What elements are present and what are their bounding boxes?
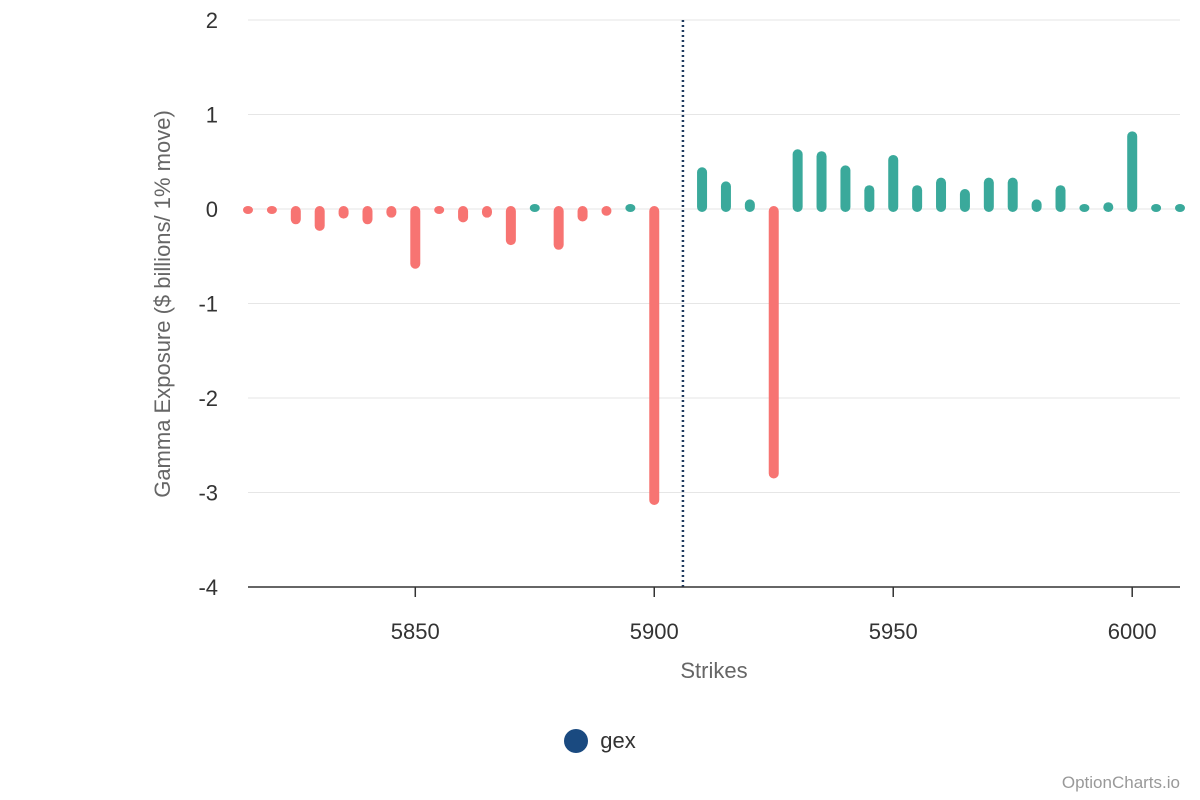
bar-5940[interactable] [840, 165, 851, 212]
bar-5915[interactable] [720, 181, 731, 212]
bar-6000[interactable] [1127, 131, 1138, 212]
legend[interactable]: gex [0, 724, 1200, 758]
bar-5950[interactable] [888, 154, 899, 212]
bar-5870[interactable] [505, 206, 516, 246]
bar-5900[interactable] [649, 206, 660, 505]
x-tick-label: 5950 [869, 619, 918, 644]
bar-5865[interactable] [481, 206, 492, 218]
bar-5840[interactable] [362, 206, 373, 225]
y-axis-tick-labels: 2 1 0 -1 -2 -3 -4 [198, 8, 218, 600]
bar-5985[interactable] [1055, 185, 1066, 212]
grid-lines [248, 19, 1180, 493]
y-axis-title: Gamma Exposure ($ billions/ 1% move) [150, 110, 175, 498]
bars [243, 131, 1185, 505]
bar-5875[interactable] [529, 204, 540, 212]
bar-6010[interactable] [1175, 204, 1185, 212]
bar-5980[interactable] [1031, 199, 1042, 212]
x-tick-label: 6000 [1108, 619, 1157, 644]
bar-5895[interactable] [625, 204, 636, 212]
y-tick-label: 2 [206, 8, 218, 33]
bar-5850[interactable] [410, 206, 421, 269]
bar-5825[interactable] [290, 206, 301, 225]
x-tick-label: 5850 [391, 619, 440, 644]
bar-5935[interactable] [816, 151, 827, 212]
y-tick-label: -2 [198, 386, 218, 411]
bar-5855[interactable] [434, 206, 445, 214]
bar-5920[interactable] [744, 199, 755, 212]
bar-5955[interactable] [912, 185, 923, 212]
y-tick-label: -1 [198, 292, 218, 317]
bar-5925[interactable] [768, 206, 779, 479]
bar-6005[interactable] [1151, 204, 1162, 212]
bar-5815[interactable] [243, 206, 253, 214]
bar-5885[interactable] [577, 206, 588, 222]
bar-5965[interactable] [959, 188, 970, 212]
y-tick-label: -4 [198, 575, 218, 600]
legend-marker-icon [564, 729, 589, 753]
bar-5960[interactable] [936, 177, 947, 212]
bar-5945[interactable] [864, 185, 875, 212]
bar-5845[interactable] [386, 206, 397, 218]
bar-5930[interactable] [792, 149, 803, 212]
y-tick-label: 1 [206, 103, 218, 128]
legend-label: gex [600, 728, 636, 753]
bar-5880[interactable] [553, 206, 564, 250]
bar-5820[interactable] [266, 206, 277, 214]
bar-5990[interactable] [1079, 204, 1090, 212]
bar-5970[interactable] [983, 177, 994, 212]
bar-5910[interactable] [697, 167, 708, 212]
y-tick-label: -3 [198, 481, 218, 506]
bar-5975[interactable] [1007, 177, 1018, 212]
x-axis-tick-labels: 5850 5900 5950 6000 [391, 587, 1157, 644]
bar-5860[interactable] [458, 206, 469, 223]
bar-5835[interactable] [338, 206, 349, 219]
x-tick-label: 5900 [630, 619, 679, 644]
x-axis-title: Strikes [680, 658, 747, 683]
bar-5995[interactable] [1103, 202, 1114, 212]
y-tick-label: 0 [206, 197, 218, 222]
credit-link[interactable]: OptionCharts.io [1061, 773, 1180, 792]
bar-5890[interactable] [601, 206, 612, 216]
bar-5830[interactable] [314, 206, 325, 231]
